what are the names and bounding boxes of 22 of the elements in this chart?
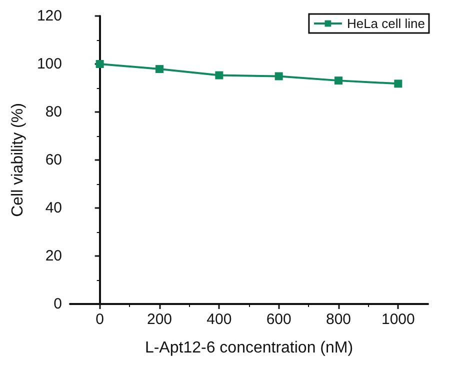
- y-tick-label: 20: [45, 248, 62, 264]
- y-tick-label: 0: [54, 296, 62, 312]
- legend-label: HeLa cell line: [346, 16, 425, 31]
- x-tick-label: 0: [96, 311, 104, 328]
- point: [156, 65, 164, 74]
- x-tick-label: 800: [326, 311, 352, 328]
- x-tick-label: 600: [266, 311, 292, 328]
- x-tick-label: 1000: [381, 311, 415, 328]
- point: [274, 72, 283, 80]
- point: [334, 76, 342, 85]
- y-tick-label: 120: [36, 8, 62, 24]
- y-axis-title: Cell viability (%): [10, 103, 27, 217]
- point: [215, 71, 224, 80]
- x-axis-title: L-Apt12-6 concentration (nM): [144, 340, 354, 356]
- y-tick-label: 100: [36, 56, 62, 72]
- y-tick-label: 40: [45, 200, 62, 216]
- x-tick-label: 400: [206, 311, 232, 328]
- y-tick-label: 60: [45, 152, 62, 168]
- x-tick-label: 200: [146, 311, 172, 328]
- point: [394, 80, 402, 88]
- point: [96, 60, 104, 68]
- y-tick-label: 80: [45, 104, 62, 120]
